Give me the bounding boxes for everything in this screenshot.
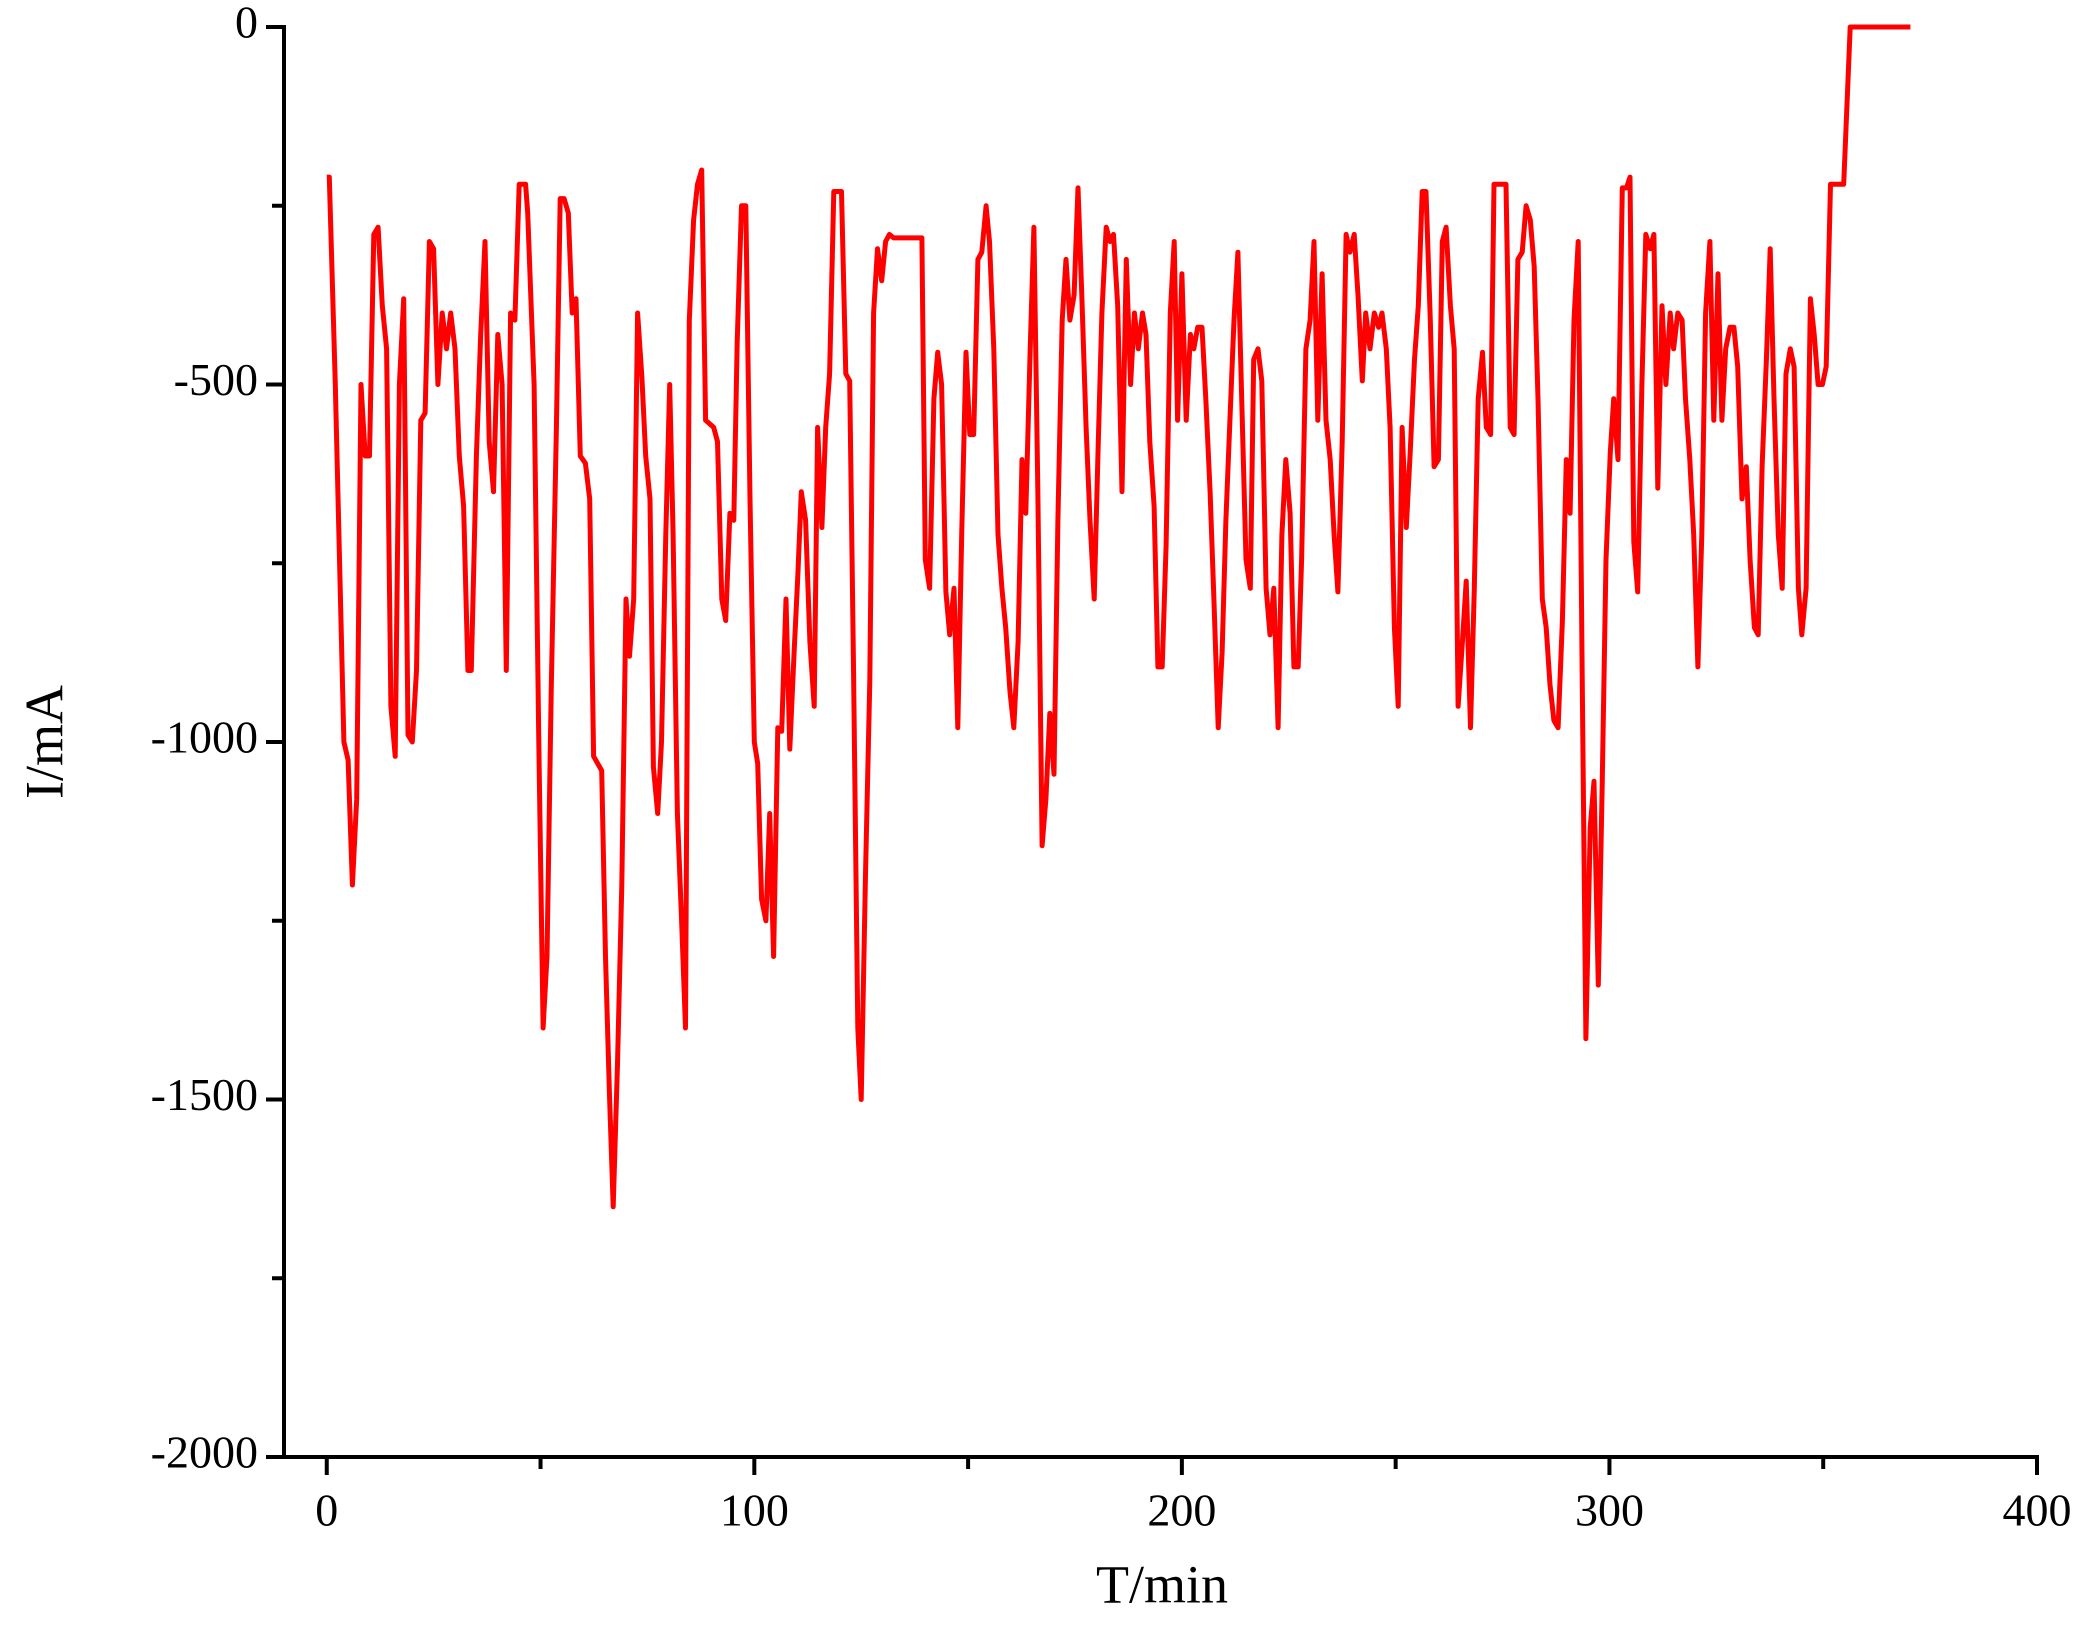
x-tick-label: 300	[1575, 1485, 1644, 1536]
x-tick-label: 200	[1147, 1485, 1216, 1536]
y-tick-label: -500	[174, 354, 258, 405]
y-axis-title: I/mA	[14, 685, 74, 799]
x-tick-label: 0	[315, 1485, 338, 1536]
y-tick-label: 0	[235, 0, 258, 48]
y-tick-label: -1000	[151, 712, 258, 763]
y-tick-label: -1500	[151, 1069, 258, 1120]
x-tick-label: 100	[720, 1485, 789, 1536]
data-line	[326, 24, 1911, 1210]
x-axis-title: T/min	[1096, 1554, 1228, 1614]
y-tick-label: -2000	[151, 1427, 258, 1478]
x-tick-label: 400	[2003, 1485, 2072, 1536]
